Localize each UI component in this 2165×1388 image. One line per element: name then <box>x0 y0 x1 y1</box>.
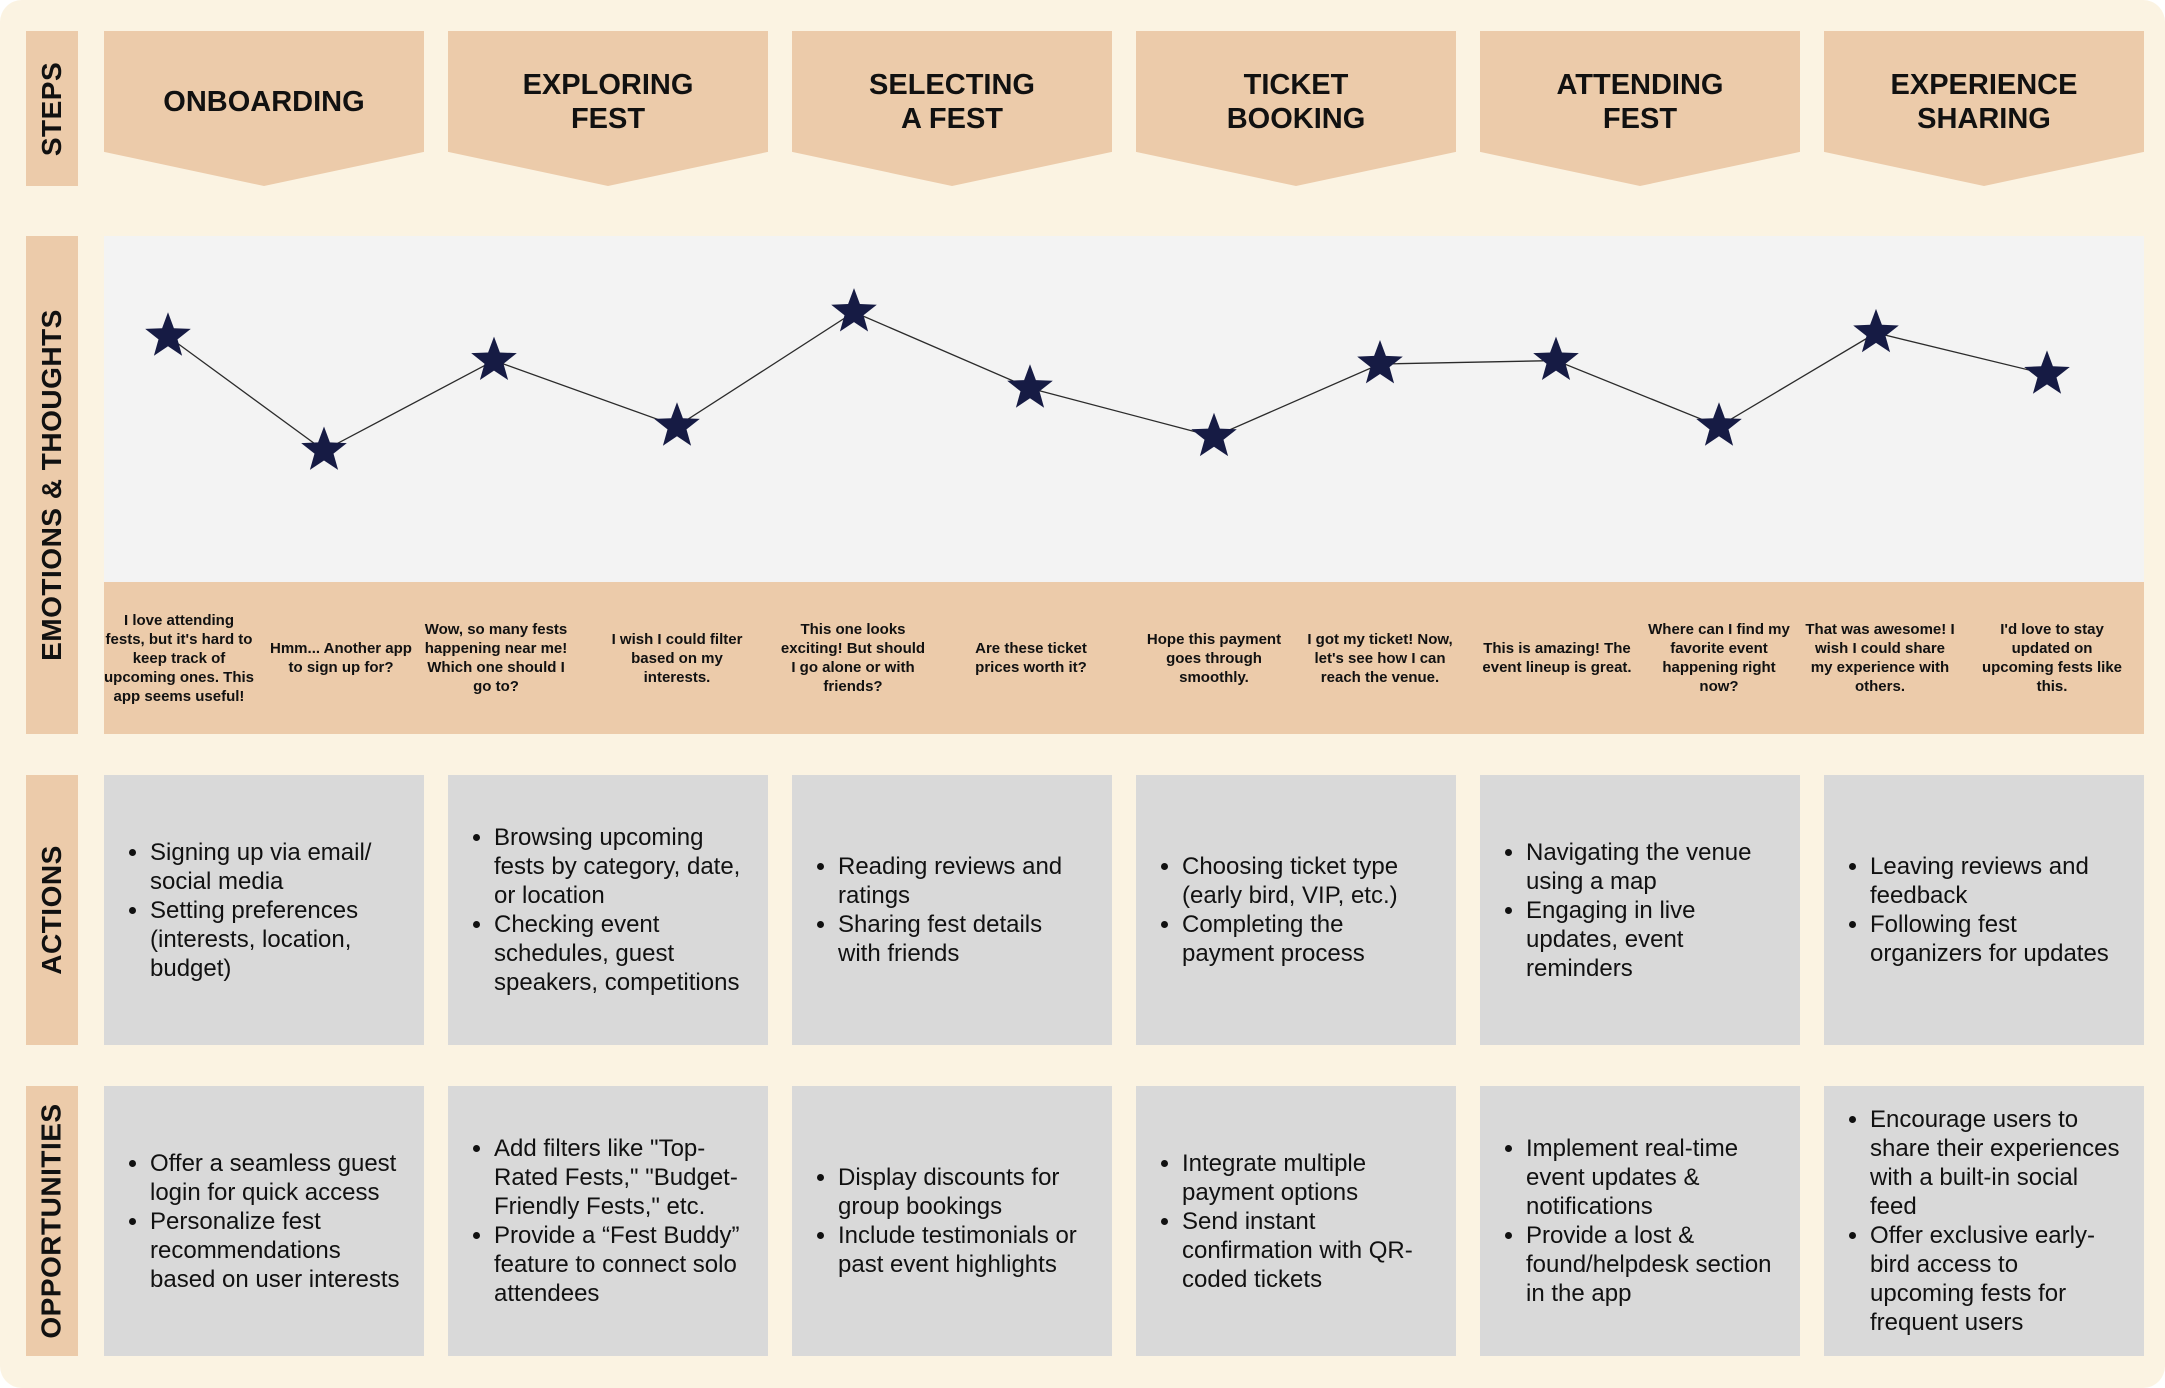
opportunity-card-exploring: Add filters like "Top-Rated Fests," "Bud… <box>448 1086 768 1356</box>
row-label-steps: STEPS <box>26 31 78 186</box>
star-icon <box>2024 350 2070 394</box>
thought-text: Are these ticket prices worth it? <box>975 640 1087 676</box>
row-label-opportunities: OPPORTUNITIES <box>26 1086 78 1356</box>
list-item: Add filters like "Top-Rated Fests," "Bud… <box>494 1134 746 1221</box>
list-item: Engaging in live updates, event reminder… <box>1526 896 1778 983</box>
star-icon <box>831 288 877 332</box>
list-item: Send instant confirmation with QR-coded … <box>1182 1207 1434 1294</box>
list-item: Encourage users to share their experienc… <box>1870 1105 2122 1221</box>
thought-text: This one looks exciting! But should I go… <box>780 621 926 695</box>
thought-text: I'd love to stay updated on upcoming fes… <box>1981 621 2123 695</box>
list-item: Checking event schedules, guest speakers… <box>494 910 746 997</box>
row-label-emotions: EMOTIONS & THOUGHTS <box>26 236 78 734</box>
thoughts-band: I love attending fests, but it's hard to… <box>104 582 2144 734</box>
step-selecting-a-fest: SELECTING A FEST <box>792 31 1112 186</box>
list-item: Provide a lost & found/helpdesk section … <box>1526 1221 1778 1308</box>
list-item: Include testimonials or past event highl… <box>838 1221 1090 1279</box>
star-icon <box>1533 336 1579 380</box>
action-card-ticket: Choosing ticket type (early bird, VIP, e… <box>1136 775 1456 1045</box>
star-icon <box>1191 412 1237 457</box>
row-label-actions: ACTIONS <box>26 775 78 1045</box>
list-item: Implement real-time event updates & noti… <box>1526 1134 1778 1221</box>
emotion-curve-panel <box>104 236 2144 582</box>
thought-text: Hmm... Another app to sign up for? <box>270 640 412 676</box>
opportunity-card-selecting: Display discounts for group bookingsIncl… <box>792 1086 1112 1356</box>
list-item: Sharing fest details with friends <box>838 910 1090 968</box>
action-card-exploring: Browsing upcoming fests by category, dat… <box>448 775 768 1045</box>
list-item: Reading reviews and ratings <box>838 852 1090 910</box>
star-icon <box>1007 364 1053 408</box>
action-card-sharing: Leaving reviews and feedbackFollowing fe… <box>1824 775 2144 1045</box>
star-icon <box>1696 402 1742 446</box>
list-item: Browsing upcoming fests by category, dat… <box>494 823 746 910</box>
step-onboarding: ONBOARDING <box>104 31 424 186</box>
list-item: Signing up via email/ social media <box>150 838 402 896</box>
action-card-attending: Navigating the venue using a mapEngaging… <box>1480 775 1800 1045</box>
emotion-curve <box>145 288 2070 470</box>
emotion-line <box>167 311 2048 452</box>
opportunity-card-attending: Implement real-time event updates & noti… <box>1480 1086 1800 1356</box>
opportunity-card-ticket: Integrate multiple payment optionsSend i… <box>1136 1086 1456 1356</box>
action-card-selecting: Reading reviews and ratingsSharing fest … <box>792 775 1112 1045</box>
star-icon <box>301 426 347 470</box>
list-item: Completing the payment process <box>1182 910 1434 968</box>
opportunity-card-onboarding: Offer a seamless guest login for quick a… <box>104 1086 424 1356</box>
list-item: Provide a “Fest Buddy” feature to connec… <box>494 1221 746 1308</box>
list-item: Offer exclusive early-bird access to upc… <box>1870 1221 2122 1337</box>
thought-text: That was awesome! I wish I could share m… <box>1805 621 1955 695</box>
thought-text: I wish I could filter based on my intere… <box>611 630 743 686</box>
thought-text: I love attending fests, but it's hard to… <box>104 611 255 705</box>
thought-text: Where can I find my favorite event happe… <box>1648 621 1790 695</box>
list-item: Offer a seamless guest login for quick a… <box>150 1149 402 1207</box>
list-item: Leaving reviews and feedback <box>1870 852 2122 910</box>
star-icon <box>1853 308 1899 353</box>
opportunity-card-sharing: Encourage users to share their experienc… <box>1824 1086 2144 1356</box>
thought-text: Wow, so many fests happening near me! Wh… <box>424 621 568 695</box>
thought-text: I got my ticket! Now, let's see how I ca… <box>1307 630 1453 686</box>
list-item: Navigating the venue using a map <box>1526 838 1778 896</box>
star-icon <box>654 402 700 446</box>
step-attending-fest: ATTENDING FEST <box>1480 31 1800 186</box>
step-ticket-booking: TICKET BOOKING <box>1136 31 1456 186</box>
list-item: Personalize fest recommendations based o… <box>150 1207 402 1294</box>
action-card-onboarding: Signing up via email/ social mediaSettin… <box>104 775 424 1045</box>
list-item: Choosing ticket type (early bird, VIP, e… <box>1182 852 1434 910</box>
step-exploring-fest: EXPLORING FEST <box>448 31 768 186</box>
list-item: Following fest organizers for updates <box>1870 910 2122 968</box>
thought-text: Hope this payment goes through smoothly. <box>1146 630 1282 686</box>
step-experience-sharing: EXPERIENCE SHARING <box>1824 31 2144 186</box>
list-item: Display discounts for group bookings <box>838 1163 1090 1221</box>
star-icon <box>471 336 517 380</box>
star-icon <box>145 312 191 356</box>
star-icon <box>1357 340 1403 384</box>
thought-text: This is amazing! The event lineup is gre… <box>1482 640 1632 676</box>
list-item: Integrate multiple payment options <box>1182 1149 1434 1207</box>
list-item: Setting preferences (interests, location… <box>150 896 402 983</box>
